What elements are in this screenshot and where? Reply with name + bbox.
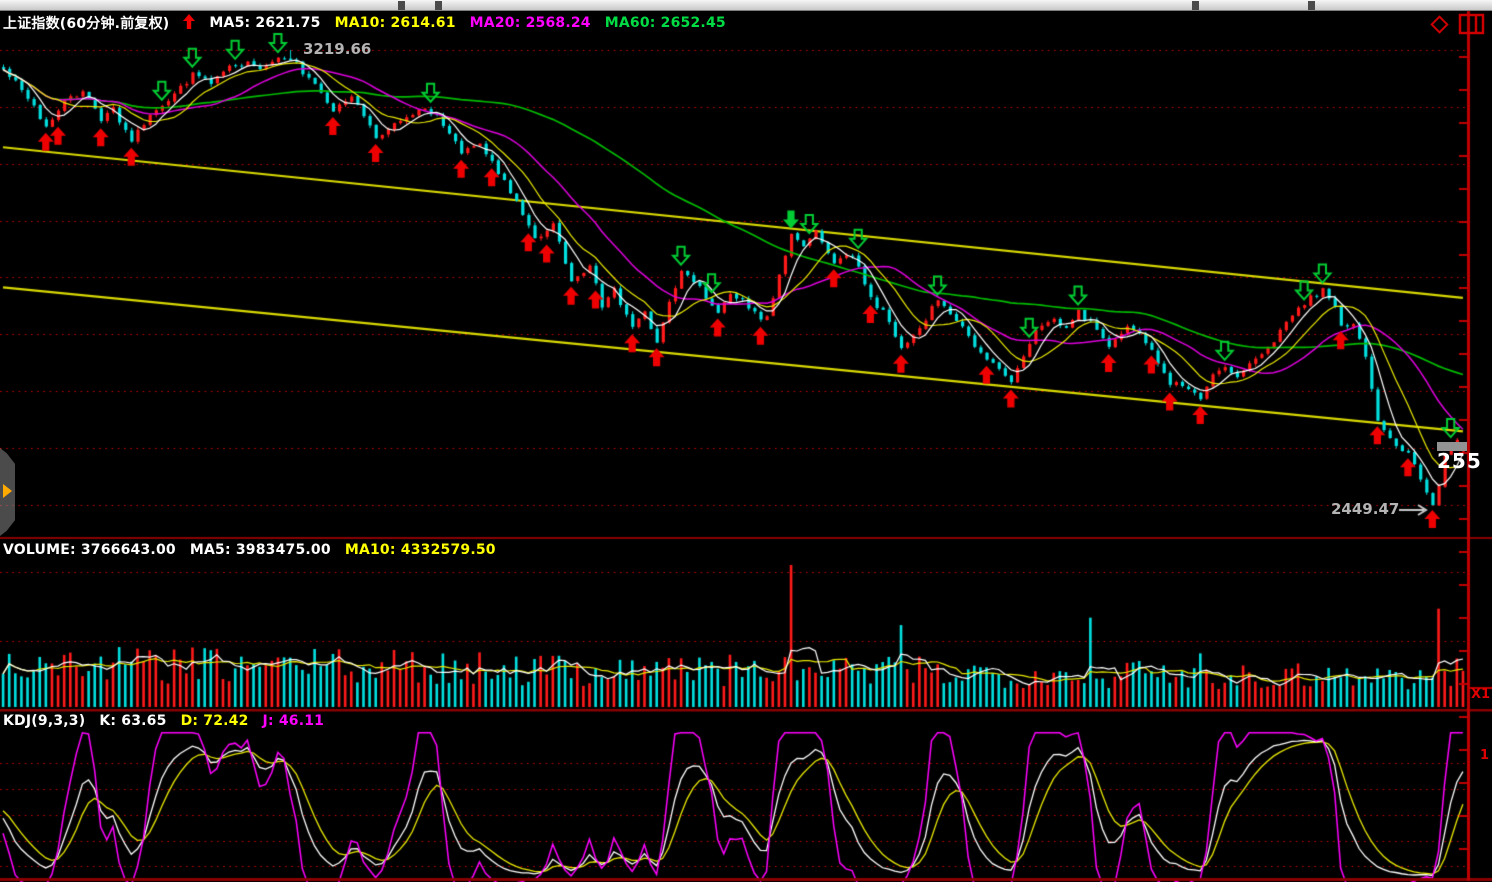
- symbol-title: 上证指数(60分钟.前复权): [3, 16, 170, 32]
- kdj-k-readout: K: 63.65: [99, 713, 167, 729]
- strip-notch: [1192, 1, 1199, 10]
- pane-controls: [1420, 12, 1486, 36]
- ma5-readout: MA5: 2621.75: [209, 15, 321, 31]
- diamond-icon[interactable]: [1427, 12, 1451, 36]
- volume-ma10-readout: MA10: 4332579.50: [344, 542, 496, 558]
- ma20-readout: MA20: 2568.24: [469, 15, 591, 31]
- sidebar-expand-handle[interactable]: [0, 448, 15, 536]
- period-low-annotation: 2449.47: [1331, 500, 1400, 518]
- up-arrow-icon: [183, 13, 196, 33]
- volume-header: VOLUME: 3766643.00 MA5: 3983475.00 MA10:…: [3, 542, 510, 558]
- window-restore-icon[interactable]: [1458, 12, 1486, 36]
- period-high-annotation: 3219.66: [303, 40, 372, 58]
- ma60-readout: MA60: 2652.45: [604, 15, 726, 31]
- kdj-j-readout: J: 46.11: [262, 713, 325, 729]
- kdj-header: KDJ(9,3,3) K: 63.65 D: 72.42 J: 46.11: [3, 713, 338, 729]
- window-top-strip: [0, 0, 1492, 11]
- strip-notch: [435, 1, 442, 10]
- volume-ma5-readout: MA5: 3983475.00: [189, 542, 331, 558]
- kdj-axis-label: 1: [1480, 748, 1490, 763]
- kdj-d-readout: D: 72.42: [180, 713, 249, 729]
- kdj-title: KDJ(9,3,3): [3, 713, 86, 729]
- volume-readout: VOLUME: 3766643.00: [3, 542, 176, 558]
- volume-unit-label: X1: [1471, 687, 1491, 702]
- ma10-readout: MA10: 2614.61: [334, 15, 456, 31]
- expand-arrow-icon: [3, 484, 12, 498]
- last-price-tag-bar: [1437, 442, 1467, 451]
- strip-notch: [1308, 1, 1315, 10]
- strip-notch: [398, 1, 405, 10]
- last-price-label: 255: [1437, 449, 1482, 473]
- main-chart-header: 上证指数(60分钟.前复权) MA5: 2621.75 MA10: 2614.6…: [3, 13, 740, 33]
